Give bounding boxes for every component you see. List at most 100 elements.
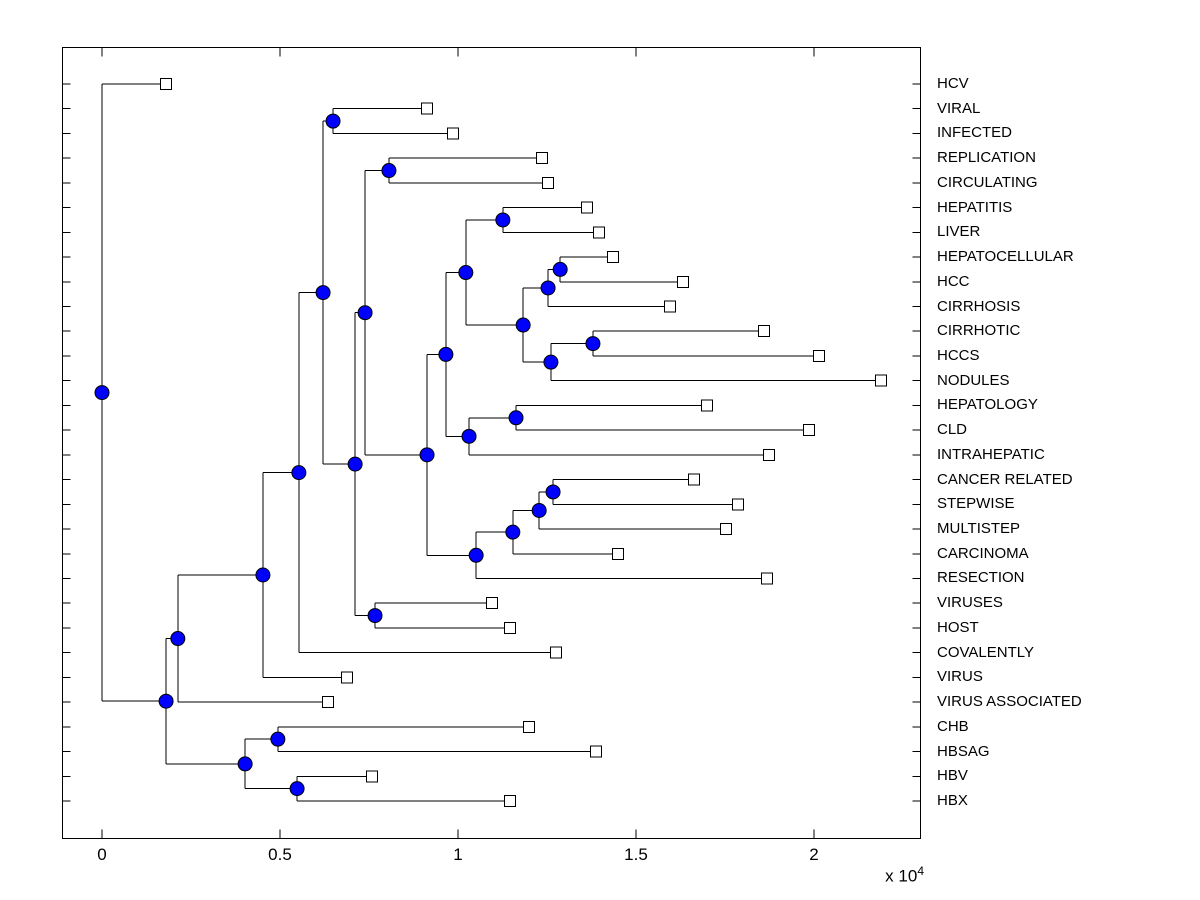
leaf-tip-marker-replication[interactable] [536, 152, 549, 165]
leaf-label-hepatocellular: HEPATOCELLULAR [937, 248, 1074, 266]
leaf-label-hepatology: HEPATOLOGY [937, 396, 1038, 414]
leaf-label-chb: CHB [937, 717, 969, 735]
leaf-label-virus-associated: VIRUS ASSOCIATED [937, 693, 1082, 711]
leaf-tip-marker-nodules[interactable] [874, 374, 887, 387]
leaf-tip-marker-hbx[interactable] [503, 794, 516, 807]
leaf-tip-marker-chb[interactable] [522, 720, 535, 733]
leaf-tip-marker-circulating[interactable] [542, 176, 555, 189]
leaf-label-multistep: MULTISTEP [937, 520, 1021, 538]
leaf-label-hepatitis: HEPATITIS [937, 198, 1013, 216]
x-tick-label-2: 2 [809, 845, 819, 864]
leaf-tip-marker-virus[interactable] [340, 671, 353, 684]
internal-node-dot[interactable] [545, 484, 561, 500]
leaf-tip-marker-host[interactable] [503, 621, 516, 634]
leaf-tip-marker-stepwise[interactable] [732, 498, 745, 511]
leaf-label-cirrhosis: CIRRHOSIS [937, 297, 1021, 315]
internal-node-dots [94, 113, 601, 797]
internal-node-dot[interactable] [552, 261, 568, 277]
leaf-tip-marker-carcinoma[interactable] [611, 547, 624, 560]
leaf-tip-marker-viral[interactable] [421, 102, 434, 115]
leaf-tip-marker-hbsag[interactable] [590, 745, 603, 758]
internal-node-dot[interactable] [367, 608, 383, 624]
leaf-label-hcv: HCV [937, 75, 969, 92]
leaf-tip-marker-hepatology[interactable] [700, 399, 713, 412]
internal-node-dot[interactable] [508, 410, 524, 426]
internal-node-dot[interactable] [94, 385, 110, 401]
internal-node-dot[interactable] [270, 731, 286, 747]
leaf-label-replication: REPLICATION [937, 149, 1036, 167]
axis-box [62, 47, 921, 839]
leaf-label-infected: INFECTED [937, 124, 1012, 142]
leaf-tip-marker-multistep[interactable] [720, 523, 733, 536]
x-tick-label-1.5: 1.5 [624, 845, 648, 864]
internal-node-dot[interactable] [458, 265, 474, 281]
leaf-label-hbsag: HBSAG [937, 742, 990, 760]
leaf-tip-marker-infected[interactable] [447, 127, 460, 140]
internal-node-dot[interactable] [255, 567, 271, 583]
leaf-label-viruses: VIRUSES [937, 594, 1003, 612]
internal-node-dot[interactable] [381, 163, 397, 179]
leaf-tip-marker-intrahepatic[interactable] [763, 448, 776, 461]
internal-node-dot[interactable] [237, 756, 253, 772]
internal-node-dot[interactable] [585, 336, 601, 352]
internal-node-dot[interactable] [461, 428, 477, 444]
leaf-tip-marker-viruses[interactable] [486, 597, 499, 610]
leaf-tip-marker-virus-associated[interactable] [322, 696, 335, 709]
internal-node-dot[interactable] [543, 354, 559, 370]
leaf-label-carcinoma: CARCINOMA [937, 544, 1029, 562]
internal-node-dot[interactable] [347, 456, 363, 472]
internal-node-dot[interactable] [158, 693, 174, 709]
internal-node-dot[interactable] [505, 524, 521, 540]
leaf-tip-marker-hepatocellular[interactable] [606, 251, 619, 264]
leaf-label-resection: RESECTION [937, 569, 1025, 587]
leaf-label-hbv: HBV [937, 767, 968, 785]
leaf-label-circulating: CIRCULATING [937, 173, 1038, 191]
leaf-tip-marker-cld[interactable] [803, 424, 816, 437]
leaf-tip-marker-cirrhosis[interactable] [664, 300, 677, 313]
internal-node-dot[interactable] [357, 305, 373, 321]
internal-node-dot[interactable] [325, 113, 341, 129]
internal-node-dot[interactable] [495, 212, 511, 228]
internal-node-dot[interactable] [315, 285, 331, 301]
leaf-label-hbx: HBX [937, 791, 968, 809]
leaf-tip-marker-cirrhotic[interactable] [758, 325, 771, 338]
x-tick-label-0.5: 0.5 [268, 845, 292, 864]
axis-multiplier-base: x 10 [885, 866, 918, 886]
leaf-tip-marker-hcv[interactable] [160, 78, 173, 90]
internal-node-dot[interactable] [540, 280, 556, 296]
leaf-label-virus: VIRUS [937, 668, 983, 686]
leaf-label-covalently: COVALENTLY [937, 643, 1034, 661]
axis-multiplier-exponent: 4 [917, 864, 924, 878]
axis-ticks [62, 47, 921, 839]
leaf-label-cancer-related: CANCER RELATED [937, 470, 1073, 488]
internal-node-dot[interactable] [419, 447, 435, 463]
internal-node-dot[interactable] [468, 547, 484, 563]
leaf-tip-markers [160, 78, 887, 807]
internal-node-dot[interactable] [531, 502, 547, 518]
tree-branch-lines [101, 83, 881, 802]
leaf-label-cirrhotic: CIRRHOTIC [937, 322, 1021, 340]
x-tick-label-1: 1 [453, 845, 463, 864]
leaf-label-stepwise: STEPWISE [937, 495, 1015, 513]
internal-node-dot[interactable] [291, 465, 307, 481]
leaf-label-hccs: HCCS [937, 346, 980, 364]
leaf-tip-marker-hepatitis[interactable] [580, 201, 593, 214]
leaf-label-intrahepatic: INTRAHEPATIC [937, 445, 1045, 463]
leaf-label-viral: VIRAL [937, 99, 981, 117]
leaf-tip-marker-resection[interactable] [761, 572, 774, 585]
leaf-tip-marker-hccs[interactable] [812, 349, 825, 362]
x-tick-label-0: 0 [97, 845, 107, 864]
leaf-tip-marker-cancer-related[interactable] [688, 473, 701, 486]
leaf-label-liver: LIVER [937, 223, 981, 241]
leaf-label-hcc: HCC [937, 272, 970, 290]
leaf-tip-marker-covalently[interactable] [549, 646, 562, 659]
leaf-tip-marker-hbv[interactable] [365, 770, 378, 783]
leaf-label-host: HOST [937, 618, 979, 636]
leaf-tip-marker-liver[interactable] [592, 226, 605, 239]
internal-node-dot[interactable] [170, 631, 186, 647]
leaf-tip-marker-hcc[interactable] [676, 275, 689, 288]
leaf-label-cld: CLD [937, 421, 968, 439]
internal-node-dot[interactable] [289, 781, 305, 797]
internal-node-dot[interactable] [438, 346, 454, 362]
internal-node-dot[interactable] [515, 317, 531, 333]
